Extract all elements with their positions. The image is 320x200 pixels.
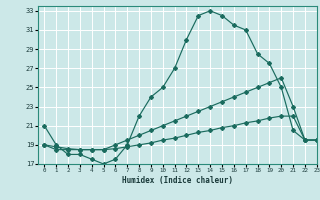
X-axis label: Humidex (Indice chaleur): Humidex (Indice chaleur) (122, 176, 233, 185)
